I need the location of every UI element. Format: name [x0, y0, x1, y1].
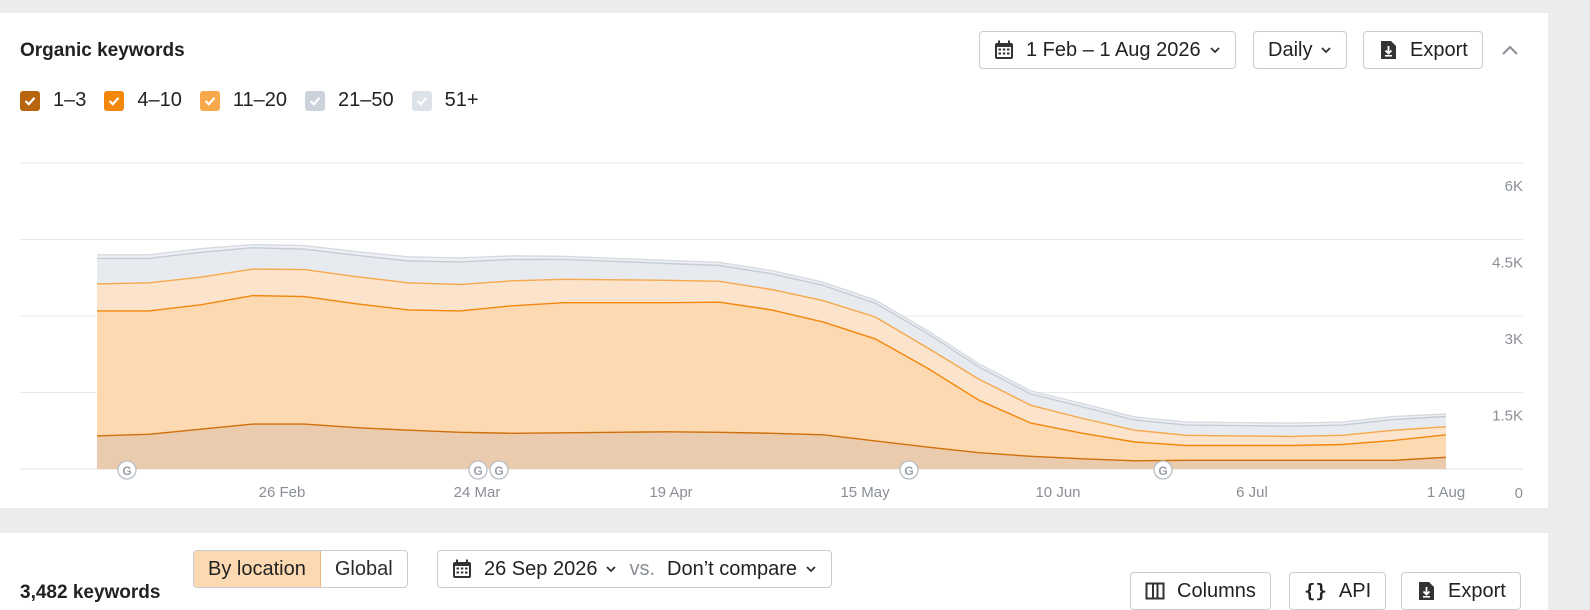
date-range-picker[interactable]: 1 Feb – 1 Aug 2026 — [979, 31, 1236, 69]
keywords-table-header-card: 3,482 keywords By location Global 26 Sep… — [0, 533, 1548, 610]
chart-legend: 1–3 4–10 11–20 21–50 51+ — [20, 89, 497, 112]
x-tick-label: 1 Aug — [1427, 484, 1465, 501]
x-tick-label: 10 Jun — [1035, 484, 1080, 501]
area-series-1 — [97, 424, 1446, 469]
google-update-marker — [468, 460, 488, 480]
chevron-down-icon — [1320, 44, 1332, 56]
legend-label: 1–3 — [53, 89, 87, 111]
organic-keywords-chart: 6K 4.5K 3K 1.5K 0 26 Feb 24 Mar 19 Apr 15 May 10 … — [20, 162, 1523, 502]
google-update-marker-label: G — [904, 464, 913, 478]
tab-by-location[interactable]: By location — [194, 551, 321, 587]
x-tick-label: 19 Apr — [649, 484, 692, 501]
checkbox-icon[interactable] — [411, 90, 432, 111]
columns-label: Columns — [1177, 579, 1256, 602]
keywords-count: 3,482 keywords — [20, 582, 161, 603]
y-tick-label: 3K — [1505, 331, 1523, 348]
legend-item-1[interactable]: 1–3 — [20, 89, 86, 112]
legend-item-4[interactable]: 21–50 — [305, 89, 394, 112]
y-tick-label: 1.5K — [1492, 408, 1523, 425]
checkbox-icon[interactable] — [305, 90, 326, 111]
interval-select[interactable]: Daily — [1253, 31, 1348, 69]
checkbox-icon[interactable] — [104, 90, 125, 111]
date-range-label: 1 Feb – 1 Aug 2026 — [1026, 38, 1201, 61]
vs-label: vs. — [629, 557, 655, 580]
line-series-2 — [97, 294, 1447, 447]
line-series-5 — [97, 243, 1447, 424]
date-label: 26 Sep 2026 — [484, 557, 598, 580]
tab-global[interactable]: Global — [334, 557, 393, 580]
card-title: Organic keywords — [20, 40, 185, 61]
x-tick-label: 6 Jul — [1236, 484, 1268, 501]
columns-button[interactable]: Columns — [1130, 572, 1271, 610]
checkbox-icon[interactable] — [20, 90, 40, 111]
legend-label: 21–50 — [338, 89, 394, 111]
table-export-label: Export — [1448, 579, 1506, 602]
y-tick-label: 0 — [1515, 485, 1523, 502]
export-file-icon — [1378, 40, 1398, 60]
google-update-marker-label: G — [473, 464, 482, 478]
compare-date-picker[interactable]: 26 Sep 2026 vs. Don’t compare — [437, 550, 833, 588]
legend-item-3[interactable]: 11–20 — [199, 89, 288, 112]
google-update-marker — [117, 460, 137, 480]
api-label: API — [1338, 579, 1372, 602]
google-update-marker-label: G — [494, 464, 503, 478]
export-label: Export — [1410, 38, 1468, 61]
legend-label: 51+ — [444, 89, 479, 111]
legend-item-5[interactable]: 51+ — [411, 89, 479, 112]
location-toggle: By location Global — [193, 550, 408, 588]
google-update-marker — [1153, 460, 1173, 480]
table-export-button[interactable]: Export — [1401, 572, 1521, 610]
y-tick-label: 4.5K — [1492, 255, 1523, 272]
google-update-marker-label: G — [122, 464, 131, 478]
interval-label: Daily — [1268, 38, 1313, 61]
area-series-2 — [97, 295, 1446, 469]
collapse-chevron-up-icon[interactable] — [1500, 41, 1520, 61]
x-tick-label: 24 Mar — [454, 484, 501, 501]
api-button[interactable]: {} API — [1289, 572, 1387, 610]
line-series-3 — [96, 268, 1447, 438]
x-tick-label: 26 Feb — [259, 484, 306, 501]
x-tick-label: 15 May — [840, 484, 890, 501]
columns-icon — [1145, 581, 1165, 601]
line-series-1 — [96, 423, 1447, 462]
chevron-down-icon — [805, 563, 817, 575]
legend-label: 11–20 — [232, 89, 288, 111]
checkbox-icon[interactable] — [199, 90, 220, 111]
chevron-down-icon — [1209, 44, 1221, 56]
calendar-icon — [994, 40, 1014, 60]
legend-label: 4–10 — [137, 89, 182, 111]
curly-braces-icon: {} — [1304, 580, 1327, 602]
line-series-4 — [97, 246, 1447, 427]
organic-keywords-card: Organic keywords 1 Feb – 1 Aug 2026 Dail… — [0, 13, 1548, 508]
google-update-marker-label: G — [1158, 464, 1167, 478]
export-button[interactable]: Export — [1363, 31, 1483, 69]
compare-label: Don’t compare — [667, 557, 798, 580]
calendar-icon — [452, 559, 472, 579]
google-update-marker — [899, 460, 919, 480]
google-update-marker — [489, 460, 509, 480]
chevron-down-icon — [605, 563, 617, 575]
export-file-icon — [1416, 581, 1436, 601]
legend-item-2[interactable]: 4–10 — [104, 89, 182, 112]
y-tick-label: 6K — [1505, 178, 1523, 195]
